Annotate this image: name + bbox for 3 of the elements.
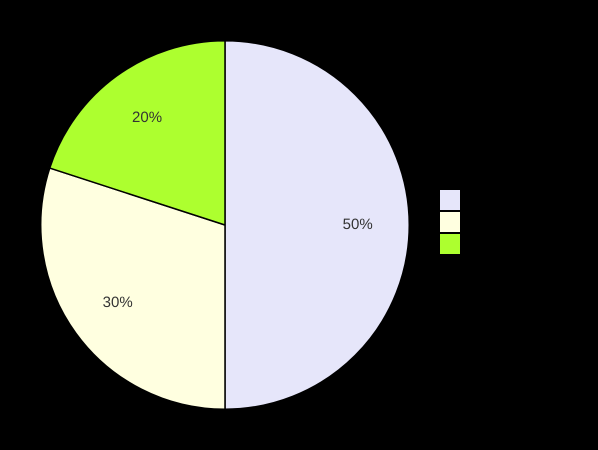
data-label: 30% bbox=[102, 294, 133, 312]
data-label: 50% bbox=[342, 216, 373, 234]
data-label: 20% bbox=[132, 108, 162, 126]
